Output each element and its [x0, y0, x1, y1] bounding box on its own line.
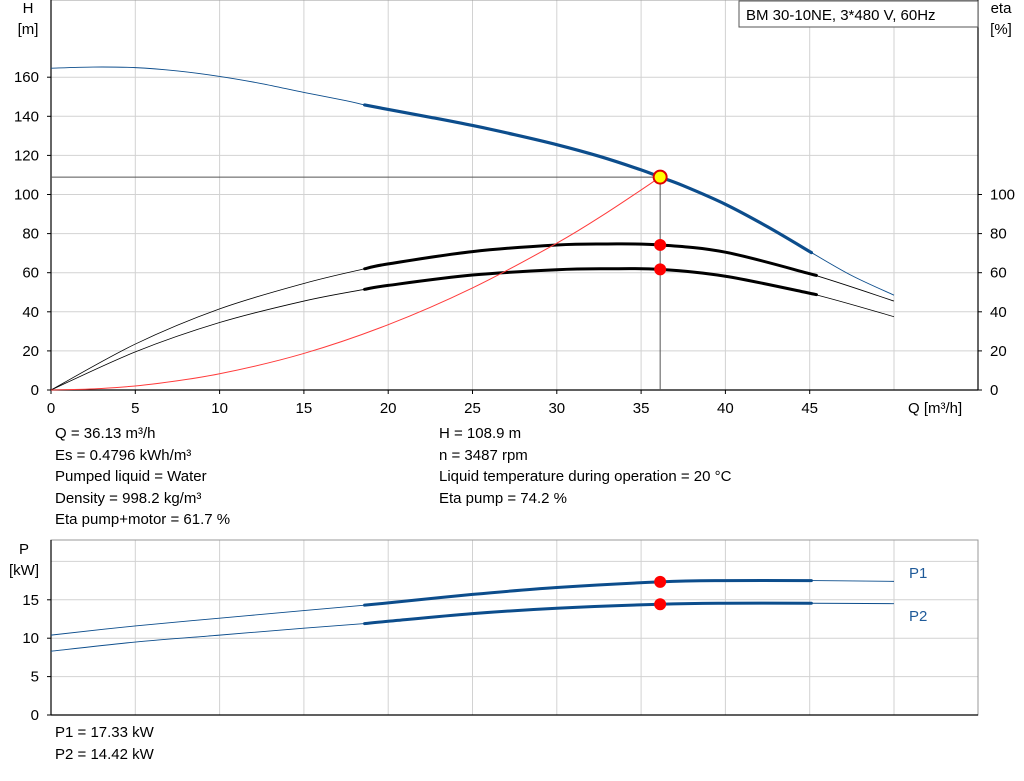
x-tick-label: 15 — [296, 400, 313, 417]
power-y-axis-label-line1: P — [19, 541, 29, 558]
chart-title-box: BM 30-10NE, 3*480 V, 60Hz — [738, 0, 979, 28]
x-axis-label: Q [m³/h] — [908, 400, 962, 417]
power-point — [654, 575, 667, 588]
info-right: H = 108.9 m n = 3487 rpm Liquid temperat… — [439, 423, 731, 509]
y-tick-label-left: 60 — [22, 265, 39, 282]
curves — [50, 66, 895, 652]
tick-labels: 0 5 10 15 20 25 30 35 40 450204060801001201401600… — [14, 69, 1015, 724]
y-tick-label-right: 60 — [990, 265, 1007, 282]
p2-value: P2 = 14.42 kW — [55, 745, 154, 763]
legend-p2: P2 — [909, 608, 927, 625]
x-tick-label: 30 — [548, 400, 565, 417]
y-axis-label-left-line2: [m] — [18, 21, 39, 38]
efficiency-point — [654, 238, 667, 251]
specific-energy-value: Es = 0.4796 kWh/m³ — [55, 446, 192, 464]
y-tick-label-left: 80 — [22, 226, 39, 243]
y-tick-label-left: 20 — [22, 343, 39, 360]
y-tick-label-right: 20 — [990, 343, 1007, 360]
power-y-axis-label-line2: [kW] — [9, 562, 39, 579]
pumped-liquid-value: Pumped liquid = Water — [55, 468, 207, 485]
head-curve-bold — [363, 103, 813, 255]
x-tick-label: 0 — [47, 400, 55, 417]
y-tick-label-left: 40 — [22, 304, 39, 321]
chart-title: BM 30-10NE, 3*480 V, 60Hz — [746, 7, 936, 24]
power-y-tick-label: 10 — [22, 630, 39, 647]
y-tick-label-left: 120 — [14, 147, 39, 164]
flow-value: Q = 36.13 m³/h — [55, 425, 156, 442]
eta_pump_motor-curve-bold — [363, 267, 818, 297]
y-axis-label-left-line1: H — [23, 0, 34, 17]
head-value: H = 108.9 m — [439, 425, 522, 442]
y-tick-label-left: 100 — [14, 187, 39, 204]
duty-point — [652, 169, 668, 185]
info-left: Q = 36.13 m³/h Es = 0.4796 kWh/m³ Pumped… — [55, 423, 230, 531]
axes — [50, 0, 979, 716]
x-tick-label: 45 — [801, 400, 818, 417]
eta_pump-curve-bold — [363, 242, 818, 277]
x-tick-label: 35 — [633, 400, 650, 417]
p1-value: P1 = 17.33 kW — [55, 724, 154, 741]
operating-points — [652, 169, 668, 611]
y-tick-label-left: 140 — [14, 108, 39, 125]
power-plot-frame — [50, 539, 979, 716]
x-tick-label: 10 — [211, 400, 228, 417]
y-axis-label-right-line2: [%] — [990, 21, 1012, 38]
eta-pump-motor-value: Eta pump+motor = 61.7 % — [55, 511, 231, 528]
y-tick-label-left: 0 — [31, 382, 39, 399]
y-tick-label-left: 160 — [14, 69, 39, 86]
y-axis-label-right-line1: eta — [991, 0, 1013, 17]
density-value: Density = 998.2 kg/m³ — [55, 489, 202, 507]
power-y-tick-label: 5 — [31, 669, 39, 686]
power-point — [654, 598, 667, 611]
system-curve — [50, 176, 661, 391]
y-tick-label-right: 40 — [990, 304, 1007, 321]
info-power: P1 = 17.33 kW P2 = 14.42 kW — [55, 722, 154, 765]
efficiency-point — [654, 263, 667, 276]
legend-p1: P1 — [909, 565, 927, 582]
eta-pump-value: Eta pump = 74.2 % — [439, 489, 567, 507]
power-y-tick-label: 15 — [22, 592, 39, 609]
power-chart-grid — [50, 540, 978, 716]
y-tick-label-right: 80 — [990, 226, 1007, 243]
liquid-temperature-value: Liquid temperature during operation = 20… — [439, 468, 732, 485]
y-tick-label-right: 0 — [990, 382, 998, 399]
x-tick-label: 40 — [717, 400, 734, 417]
x-tick-label: 5 — [131, 400, 139, 417]
y-tick-label-right: 100 — [990, 187, 1015, 204]
power-curve-p2-bold — [363, 601, 813, 626]
x-tick-label: 25 — [464, 400, 481, 417]
power-y-tick-label: 0 — [31, 707, 39, 724]
power-curve-p1-bold — [363, 579, 813, 607]
x-tick-label: 20 — [380, 400, 397, 417]
speed-value: n = 3487 rpm — [439, 446, 528, 464]
